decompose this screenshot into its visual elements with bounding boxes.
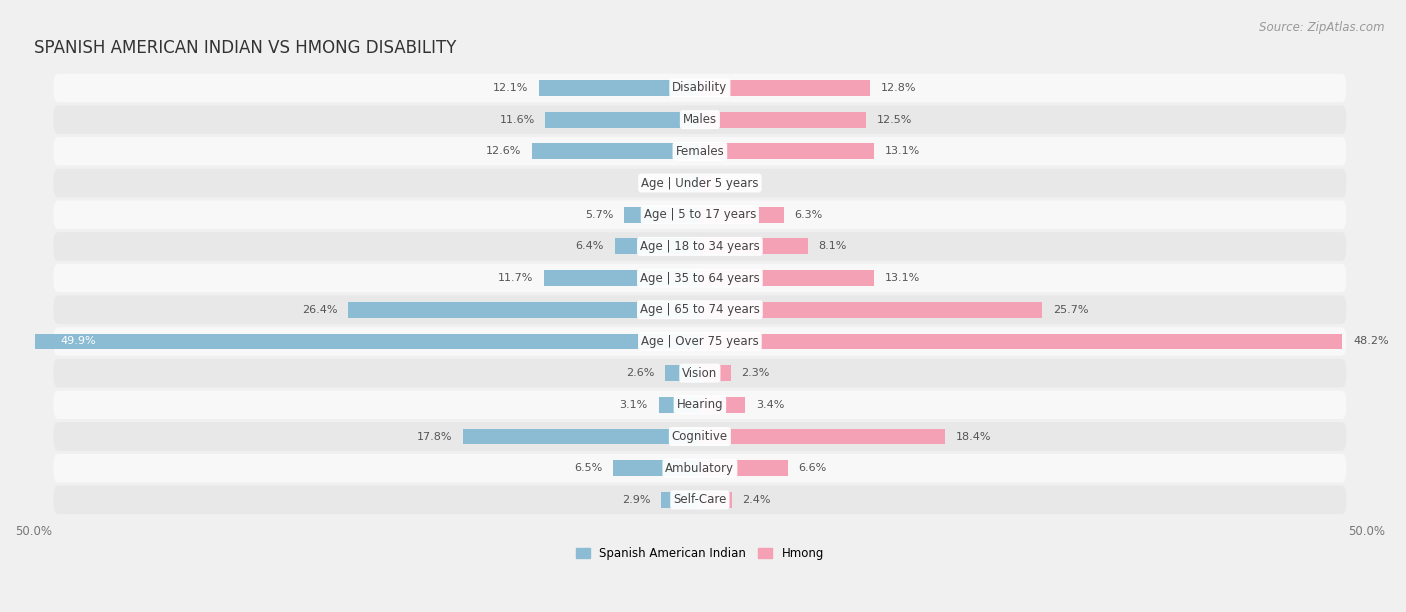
Text: 11.6%: 11.6%: [499, 114, 534, 125]
Text: 6.6%: 6.6%: [799, 463, 827, 473]
Bar: [531, 143, 700, 159]
Bar: [700, 302, 1042, 318]
Bar: [658, 397, 700, 412]
Bar: [700, 207, 785, 223]
Bar: [624, 207, 700, 223]
Bar: [682, 175, 700, 191]
Bar: [546, 112, 700, 127]
FancyBboxPatch shape: [53, 105, 1347, 134]
FancyBboxPatch shape: [53, 327, 1347, 356]
Text: 12.1%: 12.1%: [492, 83, 529, 93]
Text: 8.1%: 8.1%: [818, 241, 846, 252]
Bar: [700, 428, 945, 444]
Text: Age | 18 to 34 years: Age | 18 to 34 years: [640, 240, 759, 253]
FancyBboxPatch shape: [53, 359, 1347, 387]
FancyBboxPatch shape: [53, 422, 1347, 451]
Text: Hearing: Hearing: [676, 398, 723, 411]
Text: 3.1%: 3.1%: [620, 400, 648, 410]
Text: Age | 65 to 74 years: Age | 65 to 74 years: [640, 304, 759, 316]
Text: Females: Females: [675, 145, 724, 158]
Bar: [665, 365, 700, 381]
FancyBboxPatch shape: [53, 232, 1347, 261]
Text: 48.2%: 48.2%: [1353, 337, 1389, 346]
Text: Ambulatory: Ambulatory: [665, 461, 734, 475]
Text: 2.9%: 2.9%: [621, 495, 651, 505]
Bar: [538, 80, 700, 96]
Text: Males: Males: [683, 113, 717, 126]
Bar: [349, 302, 700, 318]
Bar: [613, 460, 700, 476]
Text: 17.8%: 17.8%: [416, 431, 451, 441]
FancyBboxPatch shape: [53, 485, 1347, 514]
Text: SPANISH AMERICAN INDIAN VS HMONG DISABILITY: SPANISH AMERICAN INDIAN VS HMONG DISABIL…: [34, 40, 456, 58]
FancyBboxPatch shape: [53, 201, 1347, 229]
Text: Source: ZipAtlas.com: Source: ZipAtlas.com: [1260, 21, 1385, 34]
Bar: [700, 270, 875, 286]
Bar: [700, 492, 733, 508]
FancyBboxPatch shape: [53, 454, 1347, 482]
Text: 12.8%: 12.8%: [882, 83, 917, 93]
Bar: [661, 492, 700, 508]
FancyBboxPatch shape: [53, 73, 1347, 102]
Text: Age | Over 75 years: Age | Over 75 years: [641, 335, 759, 348]
Text: 26.4%: 26.4%: [302, 305, 337, 315]
Text: 2.3%: 2.3%: [741, 368, 769, 378]
FancyBboxPatch shape: [53, 137, 1347, 166]
Text: 6.3%: 6.3%: [794, 210, 823, 220]
Bar: [544, 270, 700, 286]
FancyBboxPatch shape: [53, 390, 1347, 419]
FancyBboxPatch shape: [53, 169, 1347, 197]
Text: 12.6%: 12.6%: [486, 146, 522, 156]
Bar: [700, 460, 787, 476]
Text: 2.4%: 2.4%: [742, 495, 770, 505]
Text: 5.7%: 5.7%: [585, 210, 613, 220]
Text: Age | Under 5 years: Age | Under 5 years: [641, 176, 759, 190]
Text: 1.1%: 1.1%: [725, 178, 754, 188]
Text: Age | 5 to 17 years: Age | 5 to 17 years: [644, 208, 756, 221]
Text: Self-Care: Self-Care: [673, 493, 727, 506]
Bar: [700, 397, 745, 412]
Text: 49.9%: 49.9%: [60, 337, 96, 346]
Bar: [35, 334, 700, 349]
Bar: [700, 175, 714, 191]
Text: Age | 35 to 64 years: Age | 35 to 64 years: [640, 272, 759, 285]
FancyBboxPatch shape: [53, 264, 1347, 293]
Bar: [700, 143, 875, 159]
Bar: [700, 80, 870, 96]
Text: Disability: Disability: [672, 81, 727, 94]
Text: Vision: Vision: [682, 367, 717, 379]
Text: 1.3%: 1.3%: [644, 178, 672, 188]
Text: 11.7%: 11.7%: [498, 273, 533, 283]
FancyBboxPatch shape: [53, 296, 1347, 324]
Text: 18.4%: 18.4%: [956, 431, 991, 441]
Text: 25.7%: 25.7%: [1053, 305, 1088, 315]
Text: 2.6%: 2.6%: [626, 368, 655, 378]
Bar: [614, 239, 700, 255]
Text: 3.4%: 3.4%: [756, 400, 785, 410]
Text: 13.1%: 13.1%: [886, 273, 921, 283]
Bar: [700, 112, 866, 127]
Text: 12.5%: 12.5%: [877, 114, 912, 125]
Text: Cognitive: Cognitive: [672, 430, 728, 443]
Text: 13.1%: 13.1%: [886, 146, 921, 156]
Bar: [700, 334, 1343, 349]
Text: 6.4%: 6.4%: [575, 241, 605, 252]
Text: 6.5%: 6.5%: [574, 463, 603, 473]
Bar: [700, 365, 731, 381]
Bar: [700, 239, 808, 255]
Bar: [463, 428, 700, 444]
Legend: Spanish American Indian, Hmong: Spanish American Indian, Hmong: [571, 542, 828, 564]
